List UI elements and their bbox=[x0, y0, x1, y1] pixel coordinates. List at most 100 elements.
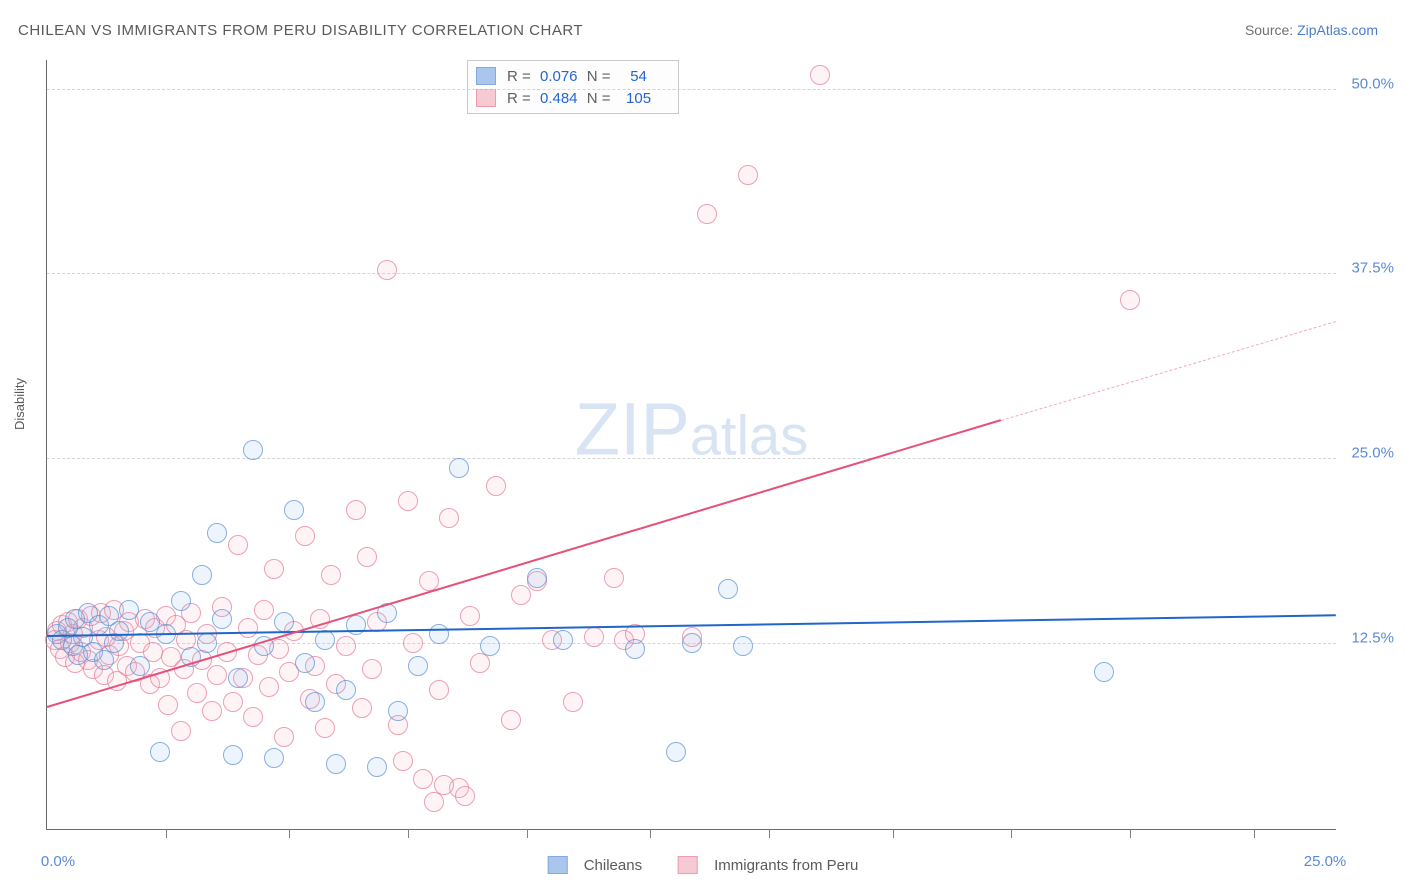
scatter-point-chi bbox=[326, 754, 346, 774]
scatter-point-peru bbox=[295, 526, 315, 546]
x-tick-mark bbox=[289, 829, 290, 838]
scatter-point-peru bbox=[223, 692, 243, 712]
scatter-point-chi bbox=[388, 701, 408, 721]
x-tick-mark bbox=[408, 829, 409, 838]
legend-swatch-chileans bbox=[548, 856, 568, 874]
scatter-point-chi bbox=[480, 636, 500, 656]
scatter-point-peru bbox=[158, 695, 178, 715]
legend-label-chileans: Chileans bbox=[584, 857, 642, 874]
r-value-chileans: 0.076 bbox=[534, 68, 584, 85]
scatter-point-peru bbox=[563, 692, 583, 712]
scatter-point-peru bbox=[419, 571, 439, 591]
scatter-point-peru bbox=[470, 653, 490, 673]
scatter-point-chi bbox=[527, 568, 547, 588]
scatter-point-chi bbox=[150, 742, 170, 762]
stats-legend: R = 0.076 N = 54 R = 0.484 N = 105 bbox=[467, 60, 679, 114]
scatter-point-chi bbox=[171, 591, 191, 611]
x-tick-mark bbox=[1254, 829, 1255, 838]
scatter-point-chi bbox=[228, 668, 248, 688]
scatter-point-chi bbox=[109, 621, 129, 641]
x-end-label: 25.0% bbox=[1304, 853, 1347, 870]
scatter-point-peru bbox=[315, 718, 335, 738]
scatter-point-peru bbox=[171, 721, 191, 741]
scatter-point-chi bbox=[119, 600, 139, 620]
scatter-point-peru bbox=[352, 698, 372, 718]
chart-title: CHILEAN VS IMMIGRANTS FROM PERU DISABILI… bbox=[18, 22, 583, 39]
scatter-point-peru bbox=[403, 633, 423, 653]
y-axis-label: Disability bbox=[12, 378, 27, 430]
scatter-point-peru bbox=[346, 500, 366, 520]
scatter-point-peru bbox=[460, 606, 480, 626]
r-value-peru: 0.484 bbox=[534, 90, 584, 107]
scatter-point-peru bbox=[434, 775, 454, 795]
scatter-point-peru bbox=[413, 769, 433, 789]
scatter-point-chi bbox=[367, 757, 387, 777]
scatter-point-peru bbox=[377, 260, 397, 280]
scatter-point-peru bbox=[584, 627, 604, 647]
trendline bbox=[47, 419, 1001, 708]
scatter-point-chi bbox=[130, 656, 150, 676]
scatter-point-chi bbox=[408, 656, 428, 676]
scatter-point-peru bbox=[697, 204, 717, 224]
scatter-point-peru bbox=[243, 707, 263, 727]
y-tick-label: 25.0% bbox=[1351, 445, 1394, 462]
legend-swatch-peru bbox=[678, 856, 698, 874]
scatter-point-peru bbox=[207, 665, 227, 685]
scatter-point-chi bbox=[212, 609, 232, 629]
source-attribution: Source: ZipAtlas.com bbox=[1245, 22, 1378, 38]
scatter-point-chi bbox=[192, 565, 212, 585]
swatch-chileans bbox=[476, 67, 496, 85]
gridline bbox=[47, 458, 1336, 459]
scatter-point-peru bbox=[1120, 290, 1140, 310]
scatter-point-chi bbox=[553, 630, 573, 650]
x-tick-mark bbox=[650, 829, 651, 838]
scatter-point-chi bbox=[682, 633, 702, 653]
gridline bbox=[47, 89, 1336, 90]
scatter-point-chi bbox=[223, 745, 243, 765]
scatter-point-peru bbox=[429, 680, 449, 700]
scatter-point-chi bbox=[305, 692, 325, 712]
stats-row-peru: R = 0.484 N = 105 bbox=[476, 87, 664, 109]
scatter-point-peru bbox=[274, 727, 294, 747]
stats-row-chileans: R = 0.076 N = 54 bbox=[476, 65, 664, 87]
scatter-point-chi bbox=[625, 639, 645, 659]
x-tick-mark bbox=[166, 829, 167, 838]
scatter-point-chi bbox=[315, 630, 335, 650]
scatter-point-peru bbox=[357, 547, 377, 567]
scatter-point-peru bbox=[393, 751, 413, 771]
scatter-point-chi bbox=[295, 653, 315, 673]
y-tick-label: 37.5% bbox=[1351, 260, 1394, 277]
y-tick-label: 50.0% bbox=[1351, 75, 1394, 92]
scatter-point-peru bbox=[398, 491, 418, 511]
x-tick-mark bbox=[1130, 829, 1131, 838]
scatter-point-chi bbox=[666, 742, 686, 762]
x-origin-label: 0.0% bbox=[41, 853, 75, 870]
source-link[interactable]: ZipAtlas.com bbox=[1297, 22, 1378, 38]
scatter-point-chi bbox=[284, 500, 304, 520]
scatter-point-chi bbox=[429, 624, 449, 644]
scatter-point-peru bbox=[336, 636, 356, 656]
x-tick-mark bbox=[769, 829, 770, 838]
scatter-point-peru bbox=[439, 508, 459, 528]
series-legend: Chileans Immigrants from Peru bbox=[548, 856, 859, 874]
scatter-point-peru bbox=[604, 568, 624, 588]
n-value-peru: 105 bbox=[614, 90, 664, 107]
x-tick-mark bbox=[527, 829, 528, 838]
scatter-point-chi bbox=[733, 636, 753, 656]
scatter-point-peru bbox=[511, 585, 531, 605]
legend-label-peru: Immigrants from Peru bbox=[714, 857, 858, 874]
scatter-point-peru bbox=[259, 677, 279, 697]
n-value-chileans: 54 bbox=[614, 68, 664, 85]
scatter-point-chi bbox=[94, 650, 114, 670]
scatter-point-peru bbox=[738, 165, 758, 185]
scatter-point-chi bbox=[449, 458, 469, 478]
scatter-point-chi bbox=[197, 633, 217, 653]
scatter-point-chi bbox=[718, 579, 738, 599]
plot-area: ZIPatlas R = 0.076 N = 54 R = 0.484 N = … bbox=[46, 60, 1336, 830]
scatter-point-chi bbox=[1094, 662, 1114, 682]
scatter-point-peru bbox=[238, 618, 258, 638]
scatter-point-peru bbox=[362, 659, 382, 679]
y-tick-label: 12.5% bbox=[1351, 630, 1394, 647]
scatter-point-peru bbox=[187, 683, 207, 703]
scatter-point-chi bbox=[336, 680, 356, 700]
